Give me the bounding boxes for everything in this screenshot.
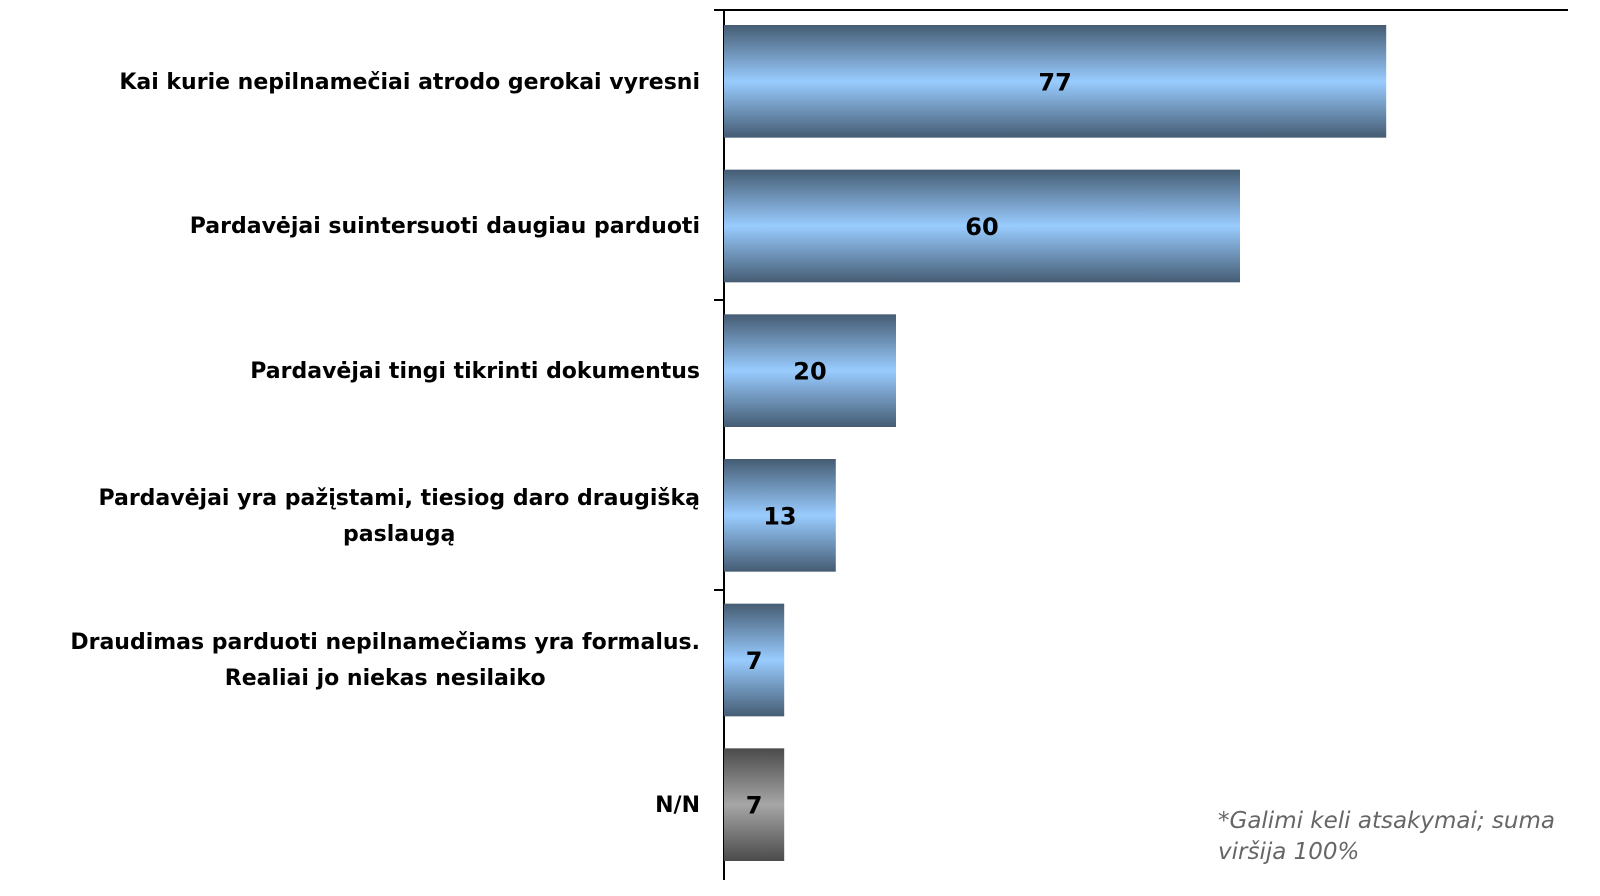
category-label: Pardavėjai yra pažįstami, tiesiog daro d… (98, 444, 700, 589)
category-text: Draudimas parduoti nepilnamečiams yra fo… (70, 630, 700, 692)
category-label: Pardavėjai suintersuoti daugiau parduoti (190, 155, 700, 300)
value-label: 7 (746, 792, 763, 820)
value-label: 20 (793, 358, 826, 386)
bar (724, 748, 785, 861)
category-label: N/N (655, 733, 700, 878)
value-label: 7 (746, 647, 763, 675)
category-label: Draudimas parduoti nepilnamečiams yra fo… (70, 589, 700, 734)
value-label: 77 (1038, 68, 1071, 96)
bar (724, 25, 1387, 138)
value-label: 60 (965, 213, 998, 241)
category-text: Kai kurie nepilnamečiai atrodo gerokai v… (119, 69, 700, 95)
bar (724, 314, 896, 427)
value-label: 13 (763, 502, 796, 530)
category-text: Pardavėjai suintersuoti daugiau parduoti (189, 214, 700, 240)
category-label: Pardavėjai tingi tikrinti dokumentus (250, 299, 700, 444)
bar (724, 603, 785, 717)
category-label: Kai kurie nepilnamečiai atrodo gerokai v… (119, 10, 700, 155)
bar (724, 169, 1240, 283)
category-text: Pardavėjai tingi tikrinti dokumentus (250, 358, 700, 384)
category-text: N/N (655, 792, 700, 818)
footnote: *Galimi keli atsakymai; suma viršija 100… (1218, 808, 1555, 865)
bar (724, 459, 836, 572)
category-text: Pardavėjai yra pažįstami, tiesiog daro d… (98, 485, 700, 547)
